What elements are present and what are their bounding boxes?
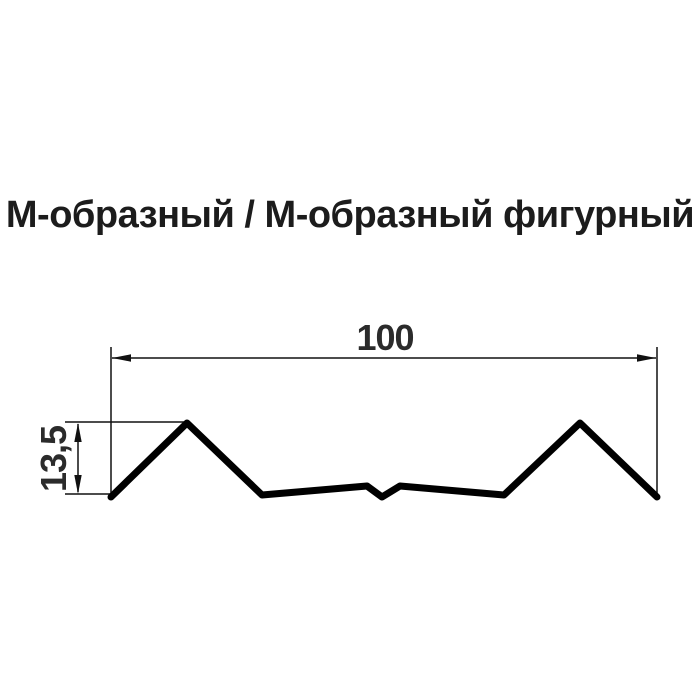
height-dimension-label: 13,5 [33, 425, 74, 492]
width-dimension: 100 [110, 317, 658, 499]
profile-outline [107, 419, 661, 501]
width-arrow-left-icon [112, 354, 131, 362]
height-arrow-top-icon [74, 423, 82, 442]
page-title: М-образный / М-образный фигурный [5, 194, 695, 236]
width-dimension-label: 100 [356, 317, 413, 358]
height-arrow-bottom-icon [74, 475, 82, 494]
height-dimension: 13,5 [33, 421, 188, 495]
width-arrow-right-icon [637, 354, 656, 362]
